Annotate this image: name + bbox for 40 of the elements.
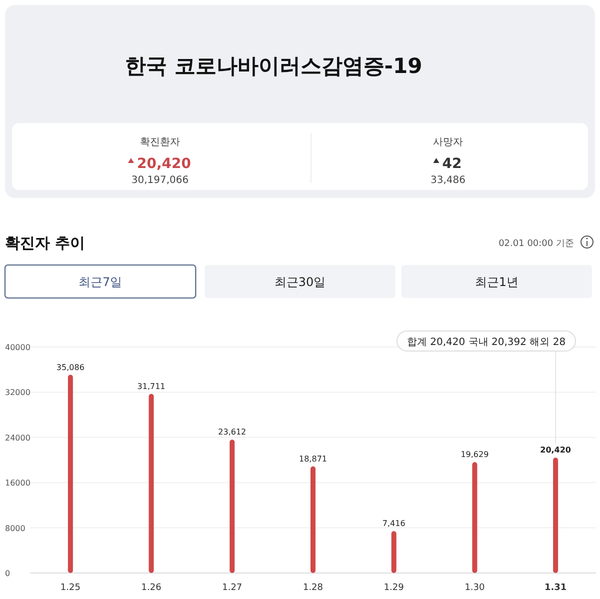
text: 최근7일: [78, 275, 122, 289]
x-tick-label: 1.28: [302, 583, 324, 593]
data-label: 20,420: [540, 446, 572, 455]
bar: [148, 394, 154, 573]
text: 33,486: [430, 175, 466, 186]
x-tick-label: 1.30: [464, 583, 486, 593]
data-label: 35,086: [56, 362, 84, 372]
chart-subtitle: 02.01 00:00 기준: [498, 239, 574, 249]
text: 최근30일: [274, 275, 326, 289]
y-tick-label: 8000: [5, 524, 26, 533]
data-label: 18,871: [299, 454, 327, 464]
x-tick-label: 1.31: [544, 583, 567, 593]
bar: [472, 462, 478, 573]
y-tick-label: 16000: [5, 478, 30, 488]
chart-title: 확진자 추이: [5, 234, 86, 252]
text: 확진환자: [140, 137, 180, 148]
text: 30,197,066: [131, 175, 189, 186]
x-tick-label: 1.27: [222, 583, 242, 593]
bar: [68, 374, 73, 573]
text: 최근1년: [474, 275, 518, 289]
x-tick-label: 1.25: [60, 583, 80, 593]
text: 한국 코로나바이러스감염증-19: [125, 54, 422, 78]
y-tick-label: 32000: [5, 388, 30, 398]
bar: [553, 458, 558, 573]
text: 사망자: [433, 137, 463, 148]
bar: [391, 531, 396, 573]
text: 20,420: [136, 156, 192, 172]
annotation: 합계 20,420 국내 20,392 해외 28: [406, 337, 566, 348]
data-label: 7,416: [382, 519, 406, 528]
data-label: 19,629: [460, 450, 489, 460]
text: 42: [442, 156, 462, 172]
bar: [230, 440, 235, 573]
y-tick-label: 24000: [5, 433, 30, 442]
data-label: 23,612: [218, 428, 246, 437]
y-tick-label: 0: [5, 569, 10, 578]
x-tick-label: 1.29: [384, 583, 404, 593]
x-tick-label: 1.26: [141, 583, 162, 593]
y-tick-label: 40000: [5, 343, 30, 352]
bar: [310, 466, 316, 573]
data-label: 31,711: [137, 382, 166, 391]
